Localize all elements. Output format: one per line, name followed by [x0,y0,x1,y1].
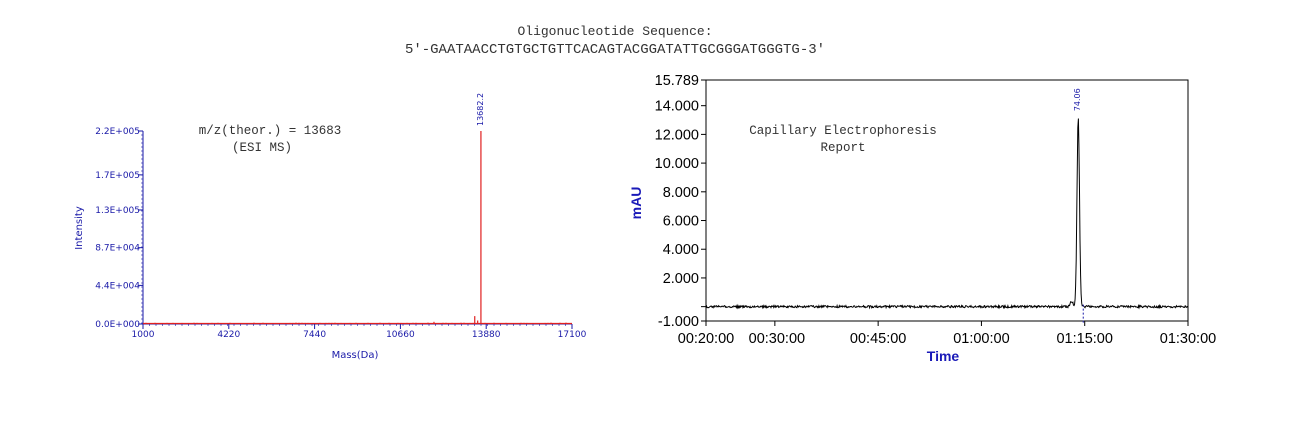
ce-x-tick-label: 01:30:00 [1160,331,1216,347]
ms-y-tick-label: 2.2E+005 [95,127,140,137]
ms-x-tick-label: 4220 [217,330,240,340]
ce-y-axis-label: mAU [628,187,644,220]
ce-annotation-line1: Capillary Electrophoresis [749,124,937,138]
ms-axes [142,131,572,325]
figure-title: Oligonucleotide Sequence: [517,24,713,39]
ce-y-tick-label: 4.000 [663,242,699,258]
ce-x-tick-label: 00:20:00 [678,331,734,347]
ms-y-axis-label: Intensity [74,206,85,250]
ce-x-tick-label: 00:45:00 [850,331,906,347]
ms-y-tick-label: 1.3E+005 [95,206,140,216]
ms-x-tick-label: 1000 [132,330,155,340]
ms-annotation-line2: (ESI MS) [232,141,292,155]
ms-annotation-line1: m/z(theor.) = 13683 [199,124,342,138]
ms-x-axis-label: Mass(Da) [332,350,379,361]
ce-trace [705,118,1189,310]
ce-y-tick-label: -1.000 [658,314,699,330]
ms-y-ticks: 0.0E+000 4.4E+004 8.7E+004 1.3E+005 1.7E+005… [95,127,143,330]
ms-x-tick-label: 13880 [472,330,501,340]
ms-trace [143,131,572,325]
ce-x-axis-label: Time [927,348,960,364]
ce-annotation-line2: Report [820,141,865,155]
ce-y-ticks: 15.789 14.000 12.000 10.000 8.000 6.000 4.000 2… [655,73,706,330]
ce-x-tick-label: 01:00:00 [953,331,1009,347]
ce-signal [705,118,1189,310]
ce-y-tick-label: 2.000 [663,271,699,287]
ce-y-tick-label: 8.000 [663,185,699,201]
ms-x-ticks: 1000 4220 7440 10660 13880 17100 [132,324,587,340]
ms-x-tick-label: 17100 [558,330,587,340]
ms-minor-ticks [141,130,573,326]
ce-x-tick-label: 01:15:00 [1056,331,1112,347]
esi-ms-chart: 0.0E+000 4.4E+004 8.7E+004 1.3E+005 1.7E+005… [74,93,587,361]
ms-y-tick-label: 8.7E+004 [95,244,140,254]
ms-peak-label: 13682.2 [476,93,485,126]
ce-y-tick-label: 15.789 [655,73,699,89]
ms-y-tick-label: 1.7E+005 [95,171,140,181]
ms-x-tick-label: 7440 [303,330,326,340]
ce-plot-frame [705,79,1189,322]
ce-y-tick-label: 14.000 [655,99,699,115]
ce-x-tick-label: 00:30:00 [749,331,805,347]
ms-x-tick-label: 10660 [386,330,415,340]
ce-y-tick-label: 12.000 [655,127,699,143]
ce-x-ticks: 00:20:00 00:30:00 00:45:00 01:00:00 01:15:00… [678,321,1216,347]
ms-y-tick-label: 4.4E+004 [95,281,140,291]
ce-y-tick-label: 10.000 [655,156,699,172]
ce-y-tick-label: 6.000 [663,214,699,230]
ms-y-tick-label: 0.0E+000 [95,320,140,330]
ce-peak-label: 74.06 [1073,88,1082,111]
ce-bottom-mask [900,362,1000,382]
oligo-sequence: 5'-GAATAACCTGTGCTGTTCACAGTACGGATATTGCGGG… [404,42,826,58]
